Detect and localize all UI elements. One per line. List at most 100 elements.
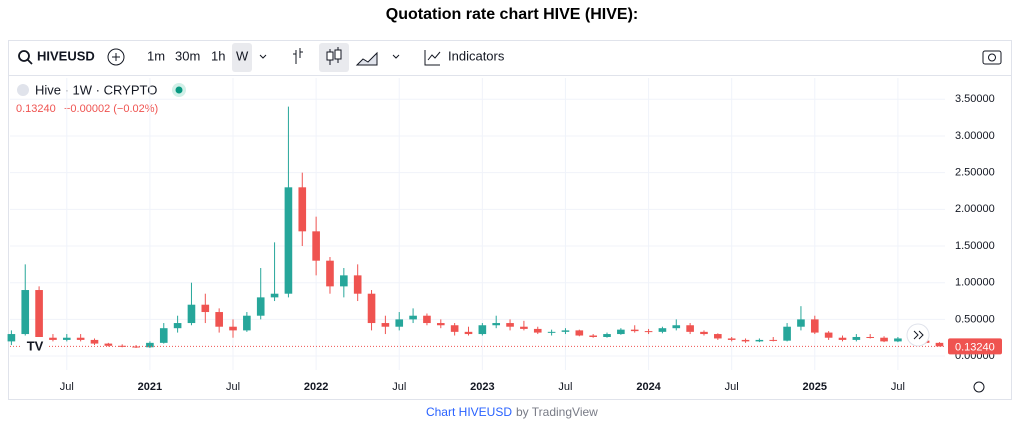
- candle-body: [423, 315, 431, 324]
- y-tick-label: 0.50000: [955, 313, 995, 325]
- candle-body: [312, 231, 320, 261]
- candle-body: [159, 328, 168, 343]
- dropdown[interactable]: [392, 54, 400, 59]
- interval[interactable]: W: [236, 48, 249, 63]
- candle-body: [270, 293, 279, 298]
- interval-active: [232, 43, 252, 72]
- candle-body: [852, 336, 861, 340]
- candle-body: [173, 323, 182, 329]
- dropdown[interactable]: [259, 54, 267, 59]
- candle-body: [353, 275, 362, 294]
- bar-type-icon[interactable]: [293, 48, 303, 64]
- candle-body: [326, 260, 334, 287]
- candle-body: [201, 304, 210, 313]
- indicators[interactable]: Indicators: [448, 48, 505, 63]
- legend-change: −0.00002 (−0.02%): [64, 103, 158, 115]
- candle-body: [367, 293, 376, 324]
- candle-body: [90, 339, 99, 344]
- legend-last: 0.13240: [16, 103, 56, 115]
- candle-body: [340, 275, 348, 287]
- candle-body: [146, 342, 154, 348]
- widget: [8, 40, 1012, 400]
- legend-name: Hive · 1W · CRYPTO: [35, 82, 157, 97]
- camera-icon[interactable]: [982, 50, 1002, 65]
- y-tick-label: 2.00000: [955, 203, 995, 215]
- candle-body: [492, 323, 501, 326]
- symbol[interactable]: HIVEUSD: [37, 48, 95, 63]
- candle-body: [118, 345, 127, 347]
- candle-body: [533, 328, 542, 333]
- plot: 0.000000.500001.000001.500002.000002.500…: [7, 78, 1002, 393]
- search-icon[interactable]: [18, 50, 30, 62]
- candle-body: [506, 323, 514, 327]
- y-tick-label: 1.00000: [955, 277, 995, 289]
- candle-body: [755, 339, 764, 342]
- candle-body: [464, 331, 473, 335]
- candle-body: [714, 334, 722, 339]
- candle-body: [132, 346, 140, 348]
- x-tick-label: 2023: [470, 381, 494, 393]
- indicators-icon[interactable]: [424, 50, 441, 66]
- y-tick-label: 2.50000: [955, 167, 995, 179]
- x-tick-label: Jul: [725, 381, 739, 393]
- candle-body: [561, 330, 570, 332]
- y-tick-label: 3.00000: [955, 130, 995, 142]
- candle-body: [298, 187, 307, 232]
- legend: Hive · 1W · CRYPTO 0.13240 −0.00002 (−0.…: [16, 82, 186, 115]
- y-tick-label: 3.50000: [955, 93, 995, 105]
- candle-body: [104, 343, 113, 346]
- candle-body: [686, 325, 694, 332]
- candle-body: [409, 315, 417, 320]
- settings-icon[interactable]: [973, 381, 985, 393]
- candle-body: [575, 330, 584, 336]
- x-tick-label: 2021: [138, 381, 162, 393]
- candle-body: [450, 325, 459, 332]
- candle-body: [62, 337, 71, 340]
- candle-body: [880, 337, 888, 342]
- candle-body: [21, 290, 30, 335]
- symbol-logo: [17, 84, 29, 96]
- x-tick-label: 2022: [304, 381, 328, 393]
- candle-body: [810, 319, 819, 333]
- tv-logo: TV: [22, 337, 48, 355]
- candle-body: [49, 337, 57, 340]
- last-price-label: 0.13240: [955, 341, 995, 353]
- interval[interactable]: 30m: [175, 48, 200, 63]
- area-icon[interactable]: [355, 51, 378, 66]
- candle-body: [824, 332, 833, 338]
- candle-body: [783, 326, 791, 341]
- x-tick-label: Jul: [392, 381, 406, 393]
- candle-body: [547, 331, 556, 333]
- footer-link[interactable]: Chart HIVEUSD: [426, 405, 512, 419]
- x-tick-label: Jul: [226, 381, 240, 393]
- toolbar: HIVEUSD 1m 30m 1h W Indicators: [18, 43, 1002, 72]
- candle-body: [76, 337, 85, 340]
- candle-body: [243, 315, 251, 331]
- candle-body: [520, 326, 528, 329]
- candle-body: [284, 187, 293, 294]
- candle-body: [866, 336, 875, 338]
- x-tick-label: Jul: [558, 381, 572, 393]
- interval[interactable]: 1m: [147, 48, 165, 63]
- candle-body: [727, 338, 736, 340]
- y-tick-label: 1.50000: [955, 240, 995, 252]
- candle-body: [797, 319, 805, 327]
- interval[interactable]: 1h: [211, 48, 225, 63]
- candle-body: [658, 328, 667, 332]
- candle-body: [215, 312, 223, 327]
- compare-button[interactable]: [107, 48, 125, 66]
- candle-body: [589, 335, 597, 337]
- x-tick-label: Jul: [60, 381, 74, 393]
- candle-body: [769, 339, 778, 341]
- candle-body: [381, 323, 390, 327]
- footer-by: by TradingView: [516, 405, 598, 419]
- search-icon-handle: [27, 59, 33, 65]
- candle-body: [436, 323, 445, 326]
- status-dot: [175, 86, 183, 94]
- candle-body: [644, 331, 653, 333]
- x-tick-label: 2024: [636, 381, 661, 393]
- candle-body: [617, 329, 625, 335]
- candle-type-active[interactable]: [319, 43, 349, 72]
